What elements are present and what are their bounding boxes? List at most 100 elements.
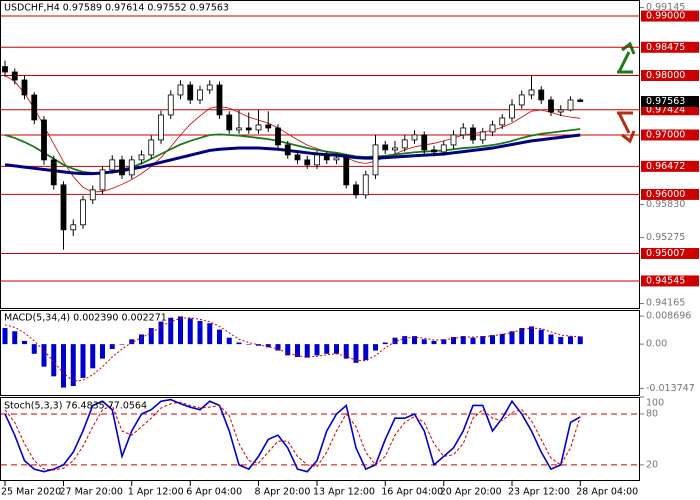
candle-body: [509, 104, 515, 119]
level-label: 0.96000: [646, 189, 685, 200]
macd-bar: [246, 344, 252, 345]
x-tick-label: 23 Apr 12:00: [508, 487, 570, 498]
candle-body: [489, 124, 496, 133]
macd-bar: [80, 344, 86, 378]
macd-bar: [158, 321, 164, 345]
macd-bar: [529, 326, 534, 345]
candle-body: [89, 189, 96, 201]
macd-bar: [470, 337, 476, 345]
macd-bar: [2, 328, 8, 345]
macd-bar: [41, 344, 47, 367]
level-label-box: [641, 275, 699, 287]
x-tick-label: 16 Apr 04:00: [381, 487, 443, 498]
macd-bar: [226, 337, 232, 345]
candle-body: [2, 66, 8, 73]
macd-bar: [509, 331, 515, 345]
candle-body: [294, 154, 301, 161]
macd-bar: [451, 337, 456, 345]
candle-body: [323, 154, 330, 161]
candle-body: [440, 144, 447, 153]
candle-body: [284, 144, 291, 156]
level-label: 0.98475: [646, 42, 685, 53]
candle-body: [158, 114, 164, 141]
candle-body: [138, 154, 145, 161]
last-price-box: [641, 95, 699, 107]
moving-average: [4, 133, 581, 176]
candle-body: [187, 84, 194, 101]
y-tick-label: 0.008696: [646, 311, 691, 322]
candle-body: [548, 99, 554, 113]
macd-bar: [12, 331, 18, 345]
macd-bar: [197, 320, 203, 345]
candle-body: [41, 119, 47, 161]
candle-body: [479, 131, 486, 141]
candle-body: [128, 159, 135, 176]
candle-body: [401, 139, 408, 149]
macd-bar: [382, 342, 388, 345]
level-label-box: [641, 247, 699, 259]
macd-bar: [31, 344, 37, 354]
candle-body: [411, 134, 418, 141]
macd-bar: [51, 344, 57, 377]
candle-body: [255, 124, 262, 131]
x-tick-label: 8 Apr 20:00: [255, 487, 311, 498]
candle-body: [177, 84, 184, 96]
candle-body: [216, 84, 223, 116]
x-tick-label: 6 Apr 04:00: [186, 487, 242, 498]
candle-body: [265, 124, 272, 129]
candle-body: [314, 154, 320, 166]
x-tick-label: 25 Mar 2020: [1, 487, 61, 498]
macd-bar: [187, 318, 193, 345]
level-label: 0.97000: [646, 129, 685, 140]
candle-body: [11, 71, 18, 81]
macd-bar: [431, 340, 437, 345]
price-panel-frame: [0, 0, 640, 309]
macd-bar: [538, 329, 544, 345]
macd-bar: [100, 344, 105, 359]
candle-body: [353, 184, 359, 196]
macd-bar: [168, 317, 174, 345]
macd-bar: [285, 344, 291, 356]
candle-body: [431, 149, 437, 153]
y-tick-label: 0.00: [646, 339, 667, 350]
candle-body: [518, 94, 525, 106]
candle-body: [226, 114, 233, 131]
candle-body: [577, 99, 584, 102]
y-tick-label: 0.95275: [646, 232, 685, 243]
macd-bar: [275, 344, 281, 351]
macd-bar: [207, 323, 213, 345]
candle-body: [362, 174, 369, 196]
macd-bar: [519, 328, 525, 345]
stoch-main-line: [4, 398, 581, 473]
candle-body: [206, 84, 213, 91]
macd-bar: [178, 316, 183, 345]
y-tick-label: -0.013747: [646, 383, 695, 394]
candle-body: [421, 134, 428, 151]
candle-body: [275, 127, 281, 146]
level-label-box: [641, 188, 699, 200]
candle-body: [343, 157, 350, 186]
macd-signal-line: [4, 317, 581, 382]
macd-bar: [353, 344, 359, 363]
macd-bar: [490, 335, 495, 345]
panel-title: Stoch(5,3,3) 76.4835 77.0564: [4, 401, 147, 412]
macd-bar: [363, 344, 369, 361]
candle-body: [21, 79, 28, 96]
stoch-panel-frame: [0, 397, 640, 481]
y-tick-label: 0.99145: [646, 2, 685, 13]
macd-bar: [402, 336, 408, 345]
macd-bar: [148, 328, 154, 345]
candle-body: [450, 134, 457, 146]
candle-body: [372, 144, 379, 176]
x-tick-label: 13 Apr 12:00: [313, 487, 375, 498]
candle-body: [99, 169, 106, 191]
candle-body: [245, 127, 252, 131]
macd-bar: [70, 344, 76, 386]
level-label-box: [641, 41, 699, 53]
candle-body: [528, 89, 535, 96]
level-label: 0.95007: [646, 248, 685, 259]
candle-body: [109, 159, 116, 171]
x-tick-label: 20 Apr 20:00: [440, 487, 502, 498]
candle-body: [499, 117, 506, 126]
level-label-box: [641, 10, 699, 22]
